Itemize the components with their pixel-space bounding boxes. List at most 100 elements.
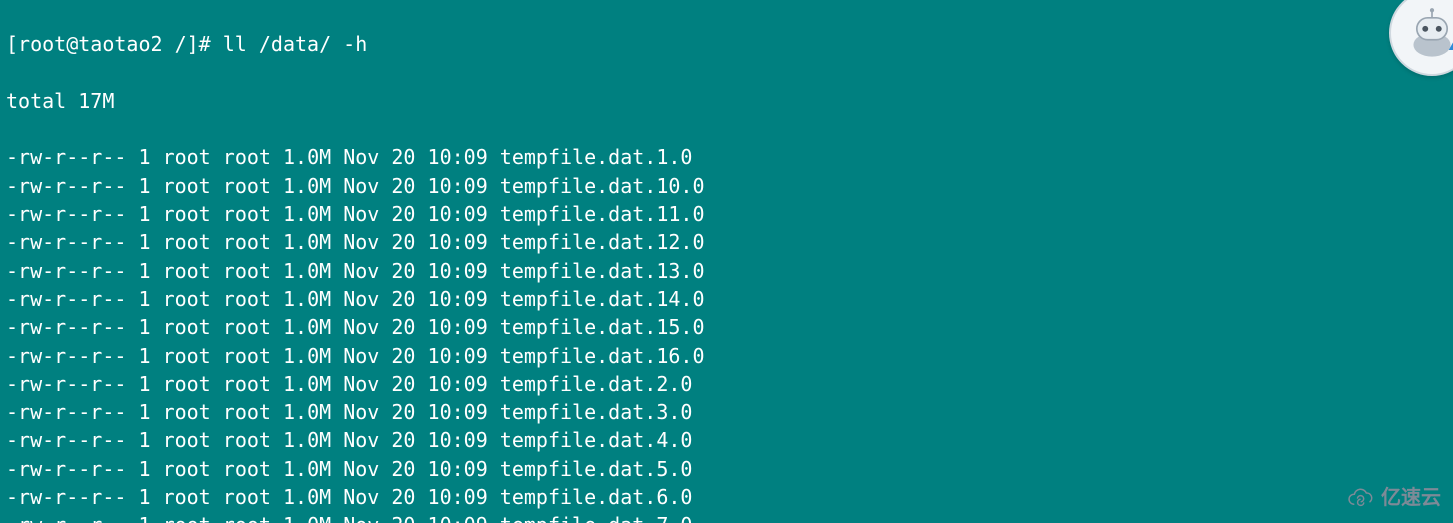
file-row: -rw-r--r-- 1 root root 1.0M Nov 20 10:09… <box>6 455 1447 483</box>
col-size: 1.0M <box>283 145 331 169</box>
col-month: Nov <box>343 344 379 368</box>
col-links: 1 <box>138 457 150 481</box>
watermark-text: 亿速云 <box>1381 488 1441 508</box>
col-month: Nov <box>343 428 379 452</box>
col-owner: root <box>163 259 211 283</box>
col-links: 1 <box>138 315 150 339</box>
col-day: 20 <box>391 485 415 509</box>
file-row: -rw-r--r-- 1 root root 1.0M Nov 20 10:09… <box>6 172 1447 200</box>
col-time: 10:09 <box>428 513 488 523</box>
col-day: 20 <box>391 457 415 481</box>
col-day: 20 <box>391 259 415 283</box>
col-perms: -rw-r--r-- <box>6 202 126 226</box>
col-month: Nov <box>343 174 379 198</box>
col-time: 10:09 <box>428 230 488 254</box>
file-row: -rw-r--r-- 1 root root 1.0M Nov 20 10:09… <box>6 228 1447 256</box>
col-month: Nov <box>343 259 379 283</box>
col-perms: -rw-r--r-- <box>6 174 126 198</box>
col-month: Nov <box>343 315 379 339</box>
file-row: -rw-r--r-- 1 root root 1.0M Nov 20 10:09… <box>6 342 1447 370</box>
col-day: 20 <box>391 230 415 254</box>
col-time: 10:09 <box>428 400 488 424</box>
col-name: tempfile.dat.14.0 <box>500 287 705 311</box>
col-group: root <box>223 174 271 198</box>
col-links: 1 <box>138 428 150 452</box>
col-size: 1.0M <box>283 344 331 368</box>
col-month: Nov <box>343 145 379 169</box>
col-group: root <box>223 202 271 226</box>
col-time: 10:09 <box>428 344 488 368</box>
col-links: 1 <box>138 513 150 523</box>
col-time: 10:09 <box>428 259 488 283</box>
col-day: 20 <box>391 372 415 396</box>
col-group: root <box>223 428 271 452</box>
col-perms: -rw-r--r-- <box>6 513 126 523</box>
col-owner: root <box>163 202 211 226</box>
shell-command: ll /data/ -h <box>223 32 368 56</box>
col-time: 10:09 <box>428 315 488 339</box>
col-links: 1 <box>138 287 150 311</box>
col-name: tempfile.dat.13.0 <box>500 259 705 283</box>
col-month: Nov <box>343 400 379 424</box>
col-name: tempfile.dat.2.0 <box>500 372 693 396</box>
col-perms: -rw-r--r-- <box>6 428 126 452</box>
col-day: 20 <box>391 344 415 368</box>
shell-prompt: [root@taotao2 /]# <box>6 32 223 56</box>
col-group: root <box>223 513 271 523</box>
col-size: 1.0M <box>283 513 331 523</box>
col-perms: -rw-r--r-- <box>6 372 126 396</box>
col-size: 1.0M <box>283 202 331 226</box>
col-name: tempfile.dat.16.0 <box>500 344 705 368</box>
col-perms: -rw-r--r-- <box>6 485 126 509</box>
col-owner: root <box>163 485 211 509</box>
col-size: 1.0M <box>283 372 331 396</box>
file-row: -rw-r--r-- 1 root root 1.0M Nov 20 10:09… <box>6 483 1447 511</box>
col-month: Nov <box>343 230 379 254</box>
col-owner: root <box>163 428 211 452</box>
col-day: 20 <box>391 174 415 198</box>
col-month: Nov <box>343 372 379 396</box>
col-name: tempfile.dat.15.0 <box>500 315 705 339</box>
col-links: 1 <box>138 259 150 283</box>
col-group: root <box>223 400 271 424</box>
col-owner: root <box>163 174 211 198</box>
col-day: 20 <box>391 287 415 311</box>
col-group: root <box>223 315 271 339</box>
col-name: tempfile.dat.4.0 <box>500 428 693 452</box>
col-owner: root <box>163 230 211 254</box>
col-links: 1 <box>138 344 150 368</box>
col-links: 1 <box>138 174 150 198</box>
col-links: 1 <box>138 145 150 169</box>
col-time: 10:09 <box>428 428 488 452</box>
file-row: -rw-r--r-- 1 root root 1.0M Nov 20 10:09… <box>6 370 1447 398</box>
col-day: 20 <box>391 202 415 226</box>
mascot-letter: A <box>1449 26 1453 56</box>
terminal-output[interactable]: [root@taotao2 /]# ll /data/ -h total 17M… <box>0 0 1453 523</box>
col-owner: root <box>163 372 211 396</box>
col-perms: -rw-r--r-- <box>6 145 126 169</box>
col-time: 10:09 <box>428 457 488 481</box>
col-owner: root <box>163 145 211 169</box>
col-month: Nov <box>343 513 379 523</box>
col-month: Nov <box>343 287 379 311</box>
col-owner: root <box>163 315 211 339</box>
col-size: 1.0M <box>283 230 331 254</box>
col-group: root <box>223 457 271 481</box>
col-month: Nov <box>343 457 379 481</box>
col-size: 1.0M <box>283 485 331 509</box>
col-day: 20 <box>391 400 415 424</box>
file-row: -rw-r--r-- 1 root root 1.0M Nov 20 10:09… <box>6 398 1447 426</box>
col-day: 20 <box>391 428 415 452</box>
col-name: tempfile.dat.6.0 <box>500 485 693 509</box>
file-row: -rw-r--r-- 1 root root 1.0M Nov 20 10:09… <box>6 313 1447 341</box>
col-name: tempfile.dat.7.0 <box>500 513 693 523</box>
col-owner: root <box>163 287 211 311</box>
col-size: 1.0M <box>283 259 331 283</box>
col-size: 1.0M <box>283 400 331 424</box>
col-group: root <box>223 230 271 254</box>
col-group: root <box>223 287 271 311</box>
col-name: tempfile.dat.3.0 <box>500 400 693 424</box>
col-perms: -rw-r--r-- <box>6 344 126 368</box>
col-size: 1.0M <box>283 457 331 481</box>
col-perms: -rw-r--r-- <box>6 400 126 424</box>
